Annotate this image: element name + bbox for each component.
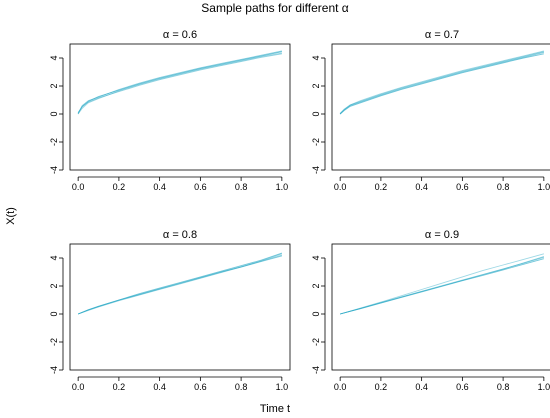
- plot-frame: [69, 43, 291, 171]
- plot-frame: [69, 243, 291, 371]
- x-tick-label: 0.4: [153, 182, 166, 192]
- y-tick-label: -2: [311, 138, 321, 146]
- y-tick-label: 4: [311, 55, 321, 60]
- y-tick-label: 0: [311, 311, 321, 316]
- sample-path-line: [77, 53, 282, 115]
- x-tick-label: 0.2: [113, 182, 126, 192]
- panel-title: α = 0.8: [163, 229, 197, 241]
- y-tick-label: -4: [311, 166, 321, 174]
- y-tick-label: -2: [49, 138, 59, 146]
- y-tick-label: 0: [311, 111, 321, 116]
- y-axis-label: X(t): [5, 207, 17, 225]
- x-tick-label: 1.0: [538, 382, 550, 392]
- sample-path-line: [77, 52, 282, 115]
- panel-title: α = 0.9: [425, 229, 459, 241]
- figure-title: Sample paths for different α: [201, 1, 349, 15]
- sample-path-line: [339, 256, 545, 315]
- sample-path-line: [339, 253, 545, 315]
- sample-path-line: [339, 51, 545, 115]
- y-tick-label: 2: [311, 283, 321, 288]
- x-tick-label: 1.0: [276, 182, 289, 192]
- y-tick-label: 4: [49, 55, 59, 60]
- x-tick-label: 0.6: [456, 182, 469, 192]
- y-tick-label: -4: [49, 366, 59, 374]
- x-tick-label: 0.2: [375, 382, 388, 392]
- x-tick-label: 1.0: [276, 382, 289, 392]
- x-tick-label: 0.4: [153, 382, 166, 392]
- x-tick-label: 0.0: [334, 182, 347, 192]
- x-tick-label: 0.6: [194, 182, 207, 192]
- x-tick-label: 0.8: [497, 182, 510, 192]
- y-tick-label: -2: [49, 338, 59, 346]
- panel-title: α = 0.6: [163, 29, 197, 41]
- y-tick-label: 0: [49, 111, 59, 116]
- x-tick-label: 0.2: [113, 382, 126, 392]
- y-tick-label: 0: [49, 311, 59, 316]
- y-tick-label: 2: [49, 83, 59, 88]
- panel-title: α = 0.7: [425, 29, 459, 41]
- x-tick-label: 0.8: [497, 382, 510, 392]
- sample-path-line: [77, 254, 283, 315]
- x-axis-label: Time t: [260, 403, 290, 415]
- y-tick-label: 2: [311, 83, 321, 88]
- y-tick-label: 4: [311, 255, 321, 260]
- plot-frame: [331, 243, 550, 371]
- panels: α = 0.6 0.0 0.2 0.4 0.6 0.8 1.0 -4 -2 0 2 4 α = 0.7 0…: [49, 29, 550, 392]
- sample-path-line: [77, 51, 282, 113]
- x-tick-label: 1.0: [538, 182, 550, 192]
- y-tick-label: -2: [311, 338, 321, 346]
- sample-path-line: [339, 51, 545, 115]
- sample-path-line: [77, 50, 282, 114]
- x-tick-label: 0.8: [235, 382, 248, 392]
- panel-2: α = 0.7 0.0 0.2 0.4 0.6 0.8 1.0 -4 -2 0 2 4: [311, 29, 550, 192]
- x-tick-label: 0.4: [415, 182, 428, 192]
- y-tick-label: 4: [49, 255, 59, 260]
- x-tick-label: 0.4: [415, 382, 428, 392]
- x-tick-label: 0.6: [194, 382, 207, 392]
- y-tick-label: -4: [49, 166, 59, 174]
- y-tick-label: -4: [311, 366, 321, 374]
- x-tick-label: 0.2: [375, 182, 388, 192]
- y-tick-label: 2: [49, 283, 59, 288]
- sample-path-line: [339, 53, 544, 115]
- x-tick-label: 0.0: [72, 182, 85, 192]
- sample-path-line: [339, 258, 545, 315]
- panel-4: α = 0.9 0.0 0.2 0.4 0.6 0.8 1.0 -4 -2 0 2 4: [311, 229, 550, 392]
- plot-frame: [331, 43, 550, 171]
- x-tick-label: 0.0: [334, 382, 347, 392]
- panel-1: α = 0.6 0.0 0.2 0.4 0.6 0.8 1.0 -4 -2 0 2 4: [49, 29, 291, 192]
- x-tick-label: 0.0: [72, 382, 85, 392]
- sample-path-line: [77, 255, 283, 315]
- x-tick-label: 0.6: [456, 382, 469, 392]
- panel-3: α = 0.8 0.0 0.2 0.4 0.6 0.8 1.0 -4 -2 0 2 4: [49, 229, 291, 392]
- x-tick-label: 0.8: [235, 182, 248, 192]
